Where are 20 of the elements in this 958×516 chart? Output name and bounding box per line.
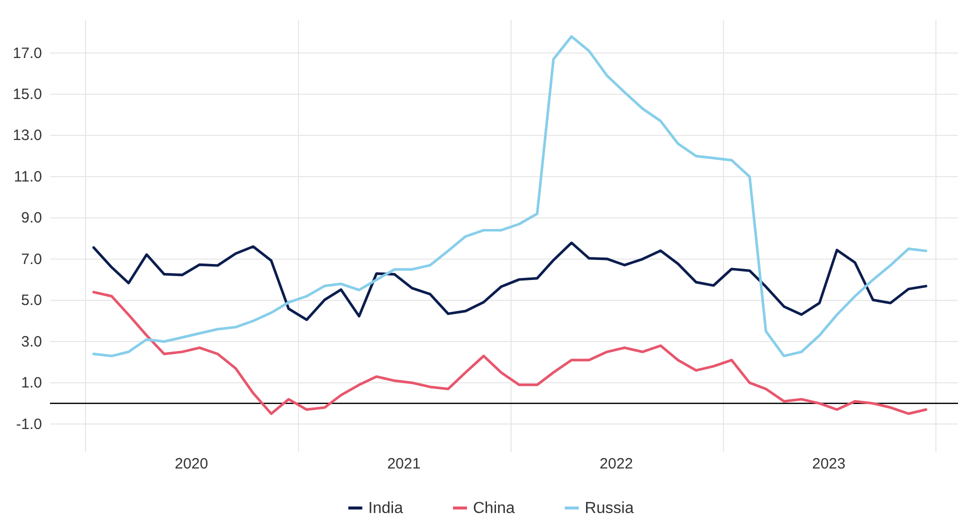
line-series — [92, 242, 928, 321]
x-tick-label: 2021 — [387, 456, 421, 473]
y-tick-label: 17.0 — [12, 44, 42, 62]
y-tick-label: -1.0 — [16, 416, 42, 433]
line-series — [92, 290, 928, 415]
legend-label: China — [472, 500, 515, 516]
y-tick-label: 15.0 — [12, 86, 42, 104]
y-tick-label: 7.0 — [21, 250, 42, 268]
legend-label: Russia — [584, 500, 634, 516]
y-tick-label: 5.0 — [21, 292, 42, 310]
y-tick-label: 11.0 — [14, 168, 42, 186]
line-series — [92, 35, 928, 358]
legend-label: India — [368, 500, 404, 516]
y-tick-label: 1.0 — [21, 374, 42, 392]
x-tick-label: 2020 — [174, 456, 208, 473]
x-tick-label: 2023 — [812, 456, 846, 473]
y-tick-label: 3.0 — [21, 333, 42, 350]
y-tick-label: 9.0 — [21, 210, 42, 227]
x-tick-label: 2022 — [600, 456, 634, 473]
y-tick-label: 13.0 — [12, 127, 42, 144]
